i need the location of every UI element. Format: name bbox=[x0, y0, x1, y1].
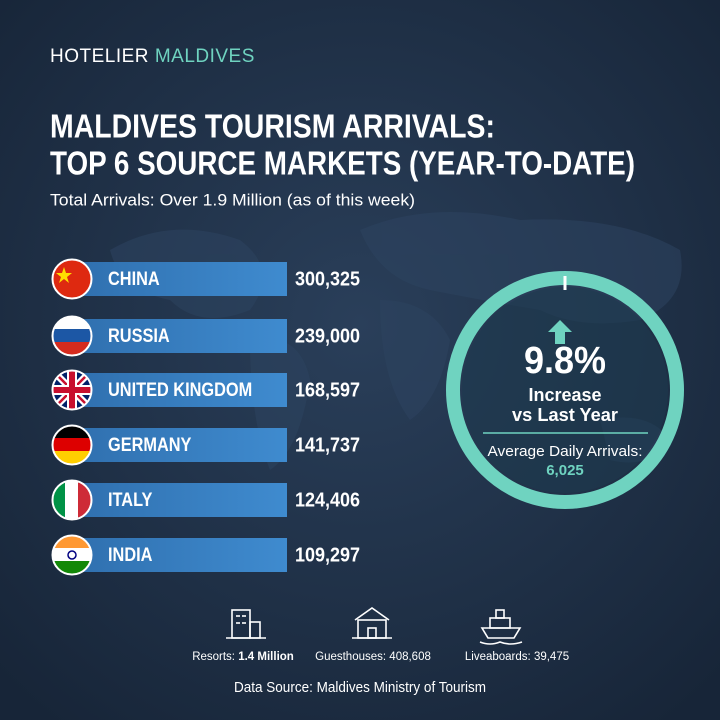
arrivals: 109,297 bbox=[295, 544, 360, 566]
country-name: RUSSIA bbox=[108, 325, 170, 346]
flag-band bbox=[53, 548, 91, 562]
flag-band bbox=[53, 342, 91, 355]
flag-band bbox=[53, 438, 91, 452]
up-arrow bbox=[548, 320, 572, 344]
arrivals: 168,597 bbox=[295, 379, 360, 401]
flag-band bbox=[53, 561, 91, 574]
market-row: GERMANY 141,737 bbox=[51, 424, 360, 466]
stats: Resorts: 1.4 Million Guesthouses: 408,608… bbox=[192, 651, 569, 663]
arrivals: 124,406 bbox=[295, 489, 360, 511]
stat: Guesthouses: 408,608 bbox=[315, 651, 431, 663]
flag-border bbox=[51, 258, 93, 300]
arrivals: 239,000 bbox=[295, 325, 360, 347]
flag-border bbox=[51, 534, 93, 576]
icons bbox=[226, 607, 523, 645]
flag bbox=[51, 258, 93, 300]
flag-band bbox=[53, 536, 91, 549]
market-bar bbox=[70, 262, 287, 296]
ring-fill bbox=[462, 287, 668, 493]
arrivals: 141,737 bbox=[295, 434, 360, 456]
stat: Resorts: 1.4 Million bbox=[192, 651, 294, 663]
daily-label: Average Daily Arrivals: bbox=[488, 443, 643, 460]
stat-label: Liveaboards: bbox=[465, 651, 531, 663]
source: Data Source: Maldives Ministry of Touris… bbox=[234, 679, 486, 696]
flag-cross bbox=[53, 371, 91, 409]
stat-value: 1.4 Million bbox=[238, 651, 294, 663]
flag bbox=[51, 424, 93, 466]
title: TOP 6 SOURCE MARKETS (YEAR-TO-DATE) bbox=[50, 145, 635, 182]
brand-part: MALDIVES bbox=[155, 46, 255, 67]
flag-field bbox=[53, 260, 91, 298]
market-bar bbox=[70, 483, 287, 517]
title: MALDIVES TOURISM ARRIVALS: bbox=[50, 108, 495, 145]
flag-band bbox=[53, 317, 91, 330]
resort-icon bbox=[226, 609, 266, 639]
flag-art bbox=[53, 426, 91, 464]
market-bar bbox=[70, 373, 287, 407]
stat-label: Resorts: bbox=[192, 651, 235, 663]
change-value: 9.8% bbox=[524, 340, 606, 382]
market-row: ITALY 124,406 bbox=[51, 479, 360, 521]
market-row: INDIA 109,297 bbox=[51, 534, 360, 576]
market-row: UNITED KINGDOM 168,597 bbox=[51, 369, 360, 411]
liveaboard-icon bbox=[479, 609, 523, 645]
stat-label: Guesthouses: bbox=[315, 651, 386, 663]
stat-value: 39,475 bbox=[534, 651, 569, 663]
country-name: GERMANY bbox=[108, 434, 192, 455]
flag bbox=[51, 479, 93, 521]
stat: Liveaboards: 39,475 bbox=[465, 651, 569, 663]
flag-band bbox=[53, 451, 91, 464]
highlight: 9.8% Increase vs Last Year Average Daily… bbox=[446, 271, 684, 509]
stat-value: 408,608 bbox=[389, 651, 431, 663]
market-bar bbox=[70, 319, 287, 353]
country-name: UNITED KINGDOM bbox=[108, 379, 252, 400]
flag-band bbox=[53, 481, 66, 519]
flag-art bbox=[53, 481, 91, 519]
market-list: CHINA 300,325 RUSSIA 239,000 UNITED KINGDOM 1… bbox=[51, 258, 360, 576]
flag-art bbox=[53, 260, 91, 298]
country-name: CHINA bbox=[108, 268, 160, 289]
market-bar bbox=[70, 538, 287, 572]
arrivals: 300,325 bbox=[295, 268, 360, 290]
country-name: INDIA bbox=[108, 544, 153, 565]
change-label: Increase bbox=[528, 385, 601, 405]
flag-art bbox=[53, 317, 91, 355]
brand: HOTELIER MALDIVES bbox=[50, 46, 255, 67]
flag-star bbox=[56, 267, 72, 283]
flag-art bbox=[53, 536, 91, 574]
flag-band bbox=[53, 329, 91, 343]
subtitle: Total Arrivals: Over 1.9 Million (as of … bbox=[50, 190, 415, 209]
country-name: ITALY bbox=[108, 489, 153, 510]
brand-part: HOTELIER bbox=[50, 46, 149, 67]
flag bbox=[51, 369, 93, 411]
market-row: RUSSIA 239,000 bbox=[51, 315, 360, 357]
flag-band bbox=[78, 481, 91, 519]
flag-border bbox=[51, 369, 93, 411]
market-row: CHINA 300,325 bbox=[51, 258, 360, 300]
flag-band bbox=[53, 426, 91, 439]
flag bbox=[51, 315, 93, 357]
daily-value: 6,025 bbox=[546, 462, 584, 479]
flag-border bbox=[51, 315, 93, 357]
guesthouse-icon bbox=[352, 607, 392, 639]
flag-border bbox=[51, 424, 93, 466]
flag-border bbox=[51, 479, 93, 521]
change-label: vs Last Year bbox=[512, 405, 618, 425]
market-bar bbox=[70, 428, 287, 462]
flag-band bbox=[65, 481, 79, 519]
flag bbox=[51, 534, 93, 576]
flag-chakra bbox=[67, 550, 77, 560]
